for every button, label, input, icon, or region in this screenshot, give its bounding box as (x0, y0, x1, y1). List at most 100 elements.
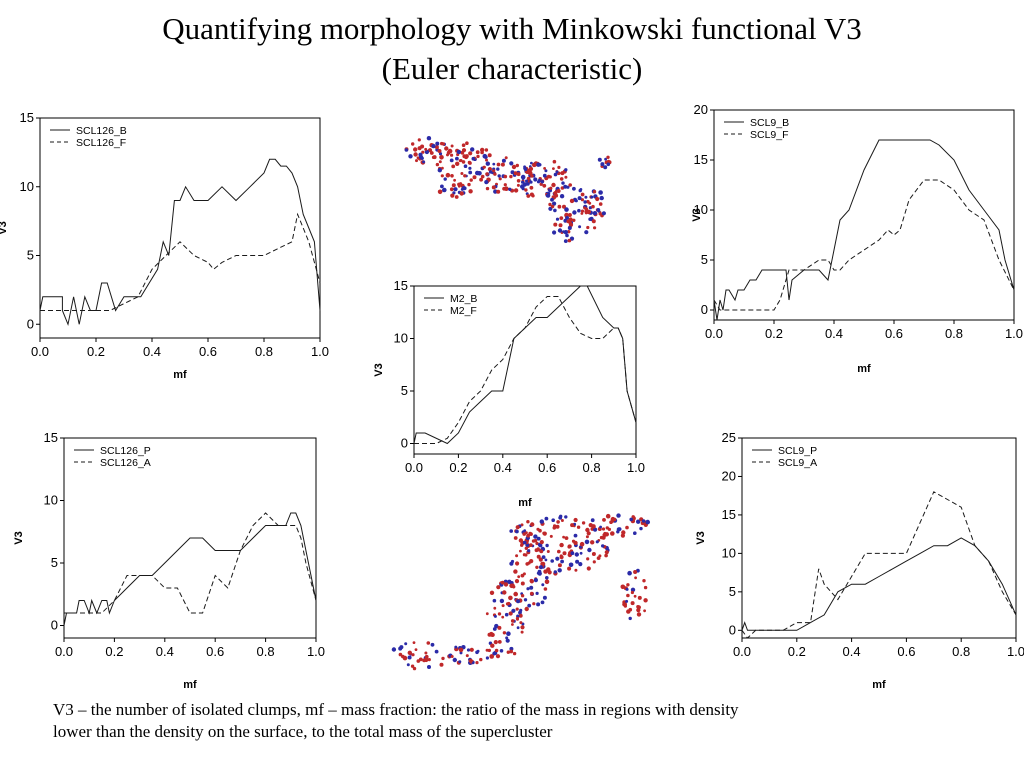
cloud-point (564, 536, 569, 540)
cloud-point (508, 187, 512, 191)
cloud-point (407, 650, 412, 655)
cloud-point (536, 162, 541, 167)
cloud-point (452, 657, 457, 663)
cloud-point (496, 585, 501, 590)
cloud-point (544, 558, 548, 562)
cloud-point (506, 650, 510, 654)
cloud-point (580, 212, 584, 215)
cloud-point (588, 206, 592, 210)
cloud-point (509, 529, 513, 533)
cloud-point (489, 590, 495, 595)
cloud-point (412, 666, 417, 671)
cloud-point (552, 526, 557, 530)
cloud-point (411, 653, 415, 657)
cloud-point (542, 173, 547, 178)
cloud-point (553, 172, 558, 177)
cloud-point (601, 544, 605, 548)
x-tick-label: 0.4 (156, 644, 174, 659)
cloud-point (469, 178, 473, 182)
cloud-point (492, 598, 497, 603)
cloud-point (645, 519, 650, 525)
cloud-point (563, 184, 568, 189)
cloud-point (590, 518, 595, 523)
cloud-point (496, 162, 501, 167)
cloud-point (489, 654, 494, 659)
cloud-point (485, 172, 489, 176)
cloud-point (514, 579, 520, 584)
cloud-point (453, 187, 458, 192)
cloud-point (408, 154, 413, 159)
cloud-point (447, 148, 453, 154)
cloud-point (591, 552, 596, 556)
cloud-point (604, 157, 607, 161)
cloud-point (566, 219, 571, 224)
cloud-point (492, 627, 497, 631)
cloud-point (556, 189, 561, 193)
cloud-point (456, 149, 462, 155)
cloud-point (617, 527, 622, 531)
cloud-point (606, 162, 611, 167)
y-axis-label: V3 (13, 531, 25, 544)
cloud-point (535, 541, 539, 546)
cloud-point (497, 640, 502, 644)
cloud-point (519, 608, 523, 612)
cloud-point (475, 150, 480, 155)
cloud-point (516, 179, 521, 183)
cloud-point (538, 565, 544, 570)
x-tick-label: 1.0 (627, 460, 645, 475)
cloud-point (404, 148, 409, 152)
cloud-point (586, 557, 590, 561)
cloud-point (540, 600, 545, 605)
cloud-point (538, 557, 543, 562)
cloud-point (553, 208, 557, 213)
cloud-point (576, 525, 581, 529)
cloud-point (498, 177, 502, 181)
cloud-point (416, 156, 420, 160)
cloud-point (450, 144, 454, 148)
cloud-point (570, 551, 575, 556)
cloud-point (401, 654, 405, 659)
cloud-point (586, 531, 591, 536)
cloud-point (500, 580, 505, 585)
chart-scl9-bf: 0.0 0.2 0.4 0.6 0.8 1.0 0 5 10 15 20 mf V3 SCL9_BSCL9… (691, 102, 1023, 375)
cloud-point (513, 569, 518, 574)
cloud-point (622, 602, 627, 607)
cloud-point (552, 159, 557, 164)
cloud-point (544, 579, 550, 585)
cloud-point (530, 174, 534, 178)
cloud-point (453, 178, 456, 182)
cloud-point (524, 546, 528, 550)
cloud-point (532, 162, 537, 168)
cloud-point (509, 649, 514, 654)
cloud-point (493, 614, 497, 618)
cloud-point (508, 611, 513, 616)
cloud-point (457, 182, 461, 187)
cloud-point (516, 172, 521, 177)
cloud-point (527, 549, 531, 553)
cloud-point (557, 165, 561, 169)
cloud-point (485, 161, 490, 166)
cloud-point (450, 153, 454, 157)
series-line-scl126-p (63, 512, 317, 626)
cloud-point (520, 630, 524, 634)
cloud-point (578, 225, 582, 229)
cloud-point (604, 550, 609, 555)
cloud-point (424, 147, 428, 151)
cloud-point (592, 211, 598, 216)
cloud-point (625, 599, 629, 603)
cloud-point (526, 587, 530, 591)
cloud-point (502, 631, 507, 635)
cloud-point (537, 571, 542, 576)
cloud-point (513, 536, 518, 540)
chart-scl9-pa: 0.0 0.2 0.4 0.6 0.8 1.0 0 5 10 15 20 25 mf V3 SCL9_PSC… (695, 430, 1024, 691)
cloud-point (461, 148, 467, 153)
cloud-point (564, 168, 568, 172)
cloud-point (567, 226, 572, 230)
cloud-point (437, 189, 443, 195)
cloud-point (546, 174, 551, 179)
x-tick-label: 0.2 (788, 644, 806, 659)
cloud-point (579, 541, 585, 547)
legend-entry: M2_F (450, 305, 477, 317)
x-axis-label: mf (857, 363, 871, 375)
cloud-point (543, 167, 546, 170)
